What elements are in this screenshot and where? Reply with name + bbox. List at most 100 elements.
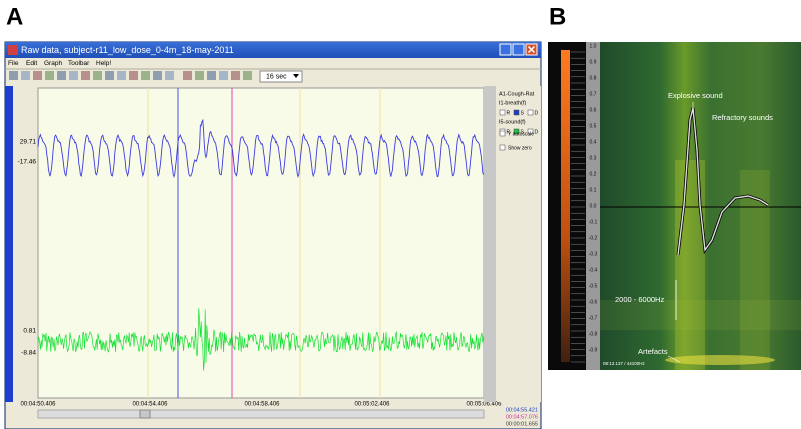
checkbox[interactable] (499, 144, 506, 151)
maximize-button[interactable] (512, 43, 525, 56)
toolbar-button[interactable] (153, 71, 162, 80)
scale-label: 0.8 (590, 75, 597, 81)
artefact (665, 355, 775, 365)
checkbox[interactable] (499, 130, 506, 137)
menu-item[interactable]: Edit (26, 60, 37, 67)
level-meter (561, 50, 570, 362)
axis-area (13, 86, 38, 402)
app-icon (8, 45, 18, 55)
panel-label: B (549, 3, 566, 30)
side-panel (497, 86, 541, 402)
close-icon (527, 45, 536, 54)
toolbar-button[interactable] (195, 71, 204, 80)
scale-label: 0.0 (590, 203, 597, 209)
toolbar-button[interactable] (105, 71, 114, 80)
toolbar-button[interactable] (207, 71, 216, 80)
toolbar-button[interactable] (21, 71, 30, 80)
checkbox-label: D (535, 110, 539, 116)
title-bar (5, 42, 541, 58)
menu-item[interactable]: Toolbar (68, 60, 90, 67)
toolbar-button[interactable] (243, 71, 252, 80)
y-label: -8.84 (21, 350, 36, 357)
time-label: 00:05:06.406 (466, 402, 502, 408)
checkbox[interactable] (527, 128, 534, 135)
checkbox-label: R (507, 129, 511, 135)
scale-label: 0.7 (590, 91, 597, 97)
toolbar-button[interactable] (219, 71, 228, 80)
cursor-time: 00:00:01.655 (506, 421, 538, 427)
sound-trace (37, 308, 484, 371)
scale-label: 0.5 (590, 123, 597, 129)
toolbar-button[interactable] (57, 71, 66, 80)
dropdown-arrow (293, 74, 299, 78)
time-label: 00:04:54.406 (132, 402, 168, 408)
checkbox[interactable] (513, 109, 520, 116)
energy-band (740, 170, 770, 370)
timespan: 16 sec (266, 73, 287, 80)
toolbar-button[interactable] (93, 71, 102, 80)
checkbox[interactable] (527, 109, 534, 116)
breath-trace (37, 118, 485, 179)
toolbar-button[interactable] (117, 71, 126, 80)
time-label: 00:05:02.406 (354, 402, 390, 408)
time-label: 00:04:50.406 (20, 402, 56, 408)
time-label: 00:04:58.406 (244, 402, 280, 408)
status: 08:13.137 / 44100Hz (603, 361, 646, 366)
toolbar-button[interactable] (69, 71, 78, 80)
toolbar-button[interactable] (81, 71, 90, 80)
scale-label: -0.1 (589, 219, 598, 225)
y-label: -17.46 (18, 159, 37, 166)
scale-label: -0.2 (589, 235, 598, 241)
annotation: Artefacts (638, 347, 668, 356)
frequency-band (600, 300, 801, 330)
scale-label: -0.3 (589, 251, 598, 257)
checkbox[interactable] (513, 128, 520, 135)
scale-label: 0.3 (590, 155, 597, 161)
toolbar-button[interactable] (45, 71, 54, 80)
annotation: Refractory sounds (712, 113, 773, 122)
menu-item[interactable]: Graph (44, 60, 62, 67)
channel-name: I1-breath(f) (499, 100, 526, 106)
waveform (677, 107, 769, 256)
plot-area (37, 87, 485, 399)
window-title: Raw data, subject-r11_low_dose_0-4m_18-m… (21, 45, 234, 55)
annotation: 2000 - 6000Hz (615, 295, 664, 304)
scrollbar[interactable] (37, 409, 485, 419)
scale-label: -0.4 (589, 267, 598, 273)
vertical-scrollbar[interactable] (484, 86, 496, 402)
cursor-time: 00:04:57.076 (506, 414, 538, 420)
scale-label: 0.1 (590, 187, 597, 193)
toolbar-button[interactable] (165, 71, 174, 80)
scale-label: 0.4 (590, 139, 597, 145)
y-label: 0.81 (23, 328, 36, 335)
channel-strip (5, 86, 13, 402)
scale-label: -0.9 (589, 347, 598, 353)
menu-item[interactable]: Help! (96, 60, 111, 67)
toolbar-button[interactable] (183, 71, 192, 80)
channel-name: I5-sound(f) (499, 119, 526, 125)
scroll-thumb[interactable] (139, 409, 151, 419)
y-label: 29.71 (20, 139, 37, 146)
checkbox-label: D (535, 129, 539, 135)
scale-label: -0.5 (589, 283, 598, 289)
scale-label: -0.7 (589, 315, 598, 321)
menu-item[interactable]: File (8, 60, 19, 67)
checkbox-label: Y autoscale (508, 131, 534, 137)
checkbox-label: R (507, 110, 511, 116)
checkbox[interactable] (499, 109, 506, 116)
toolbar-button[interactable] (231, 71, 240, 80)
panel-label: A (6, 3, 23, 30)
minimize-button[interactable] (499, 43, 512, 56)
timespan-select[interactable] (259, 70, 303, 83)
toolbar-button[interactable] (129, 71, 138, 80)
toolbar-button[interactable] (33, 71, 42, 80)
checkbox-label: S (521, 110, 525, 116)
checkbox-label: Show zero (508, 145, 532, 151)
scale-label: 0.2 (590, 171, 597, 177)
toolbar-button[interactable] (141, 71, 150, 80)
scale-column (586, 42, 600, 370)
scale-label: -0.8 (589, 331, 598, 337)
toolbar-button[interactable] (9, 71, 18, 80)
scale-label: 0.6 (590, 107, 597, 113)
